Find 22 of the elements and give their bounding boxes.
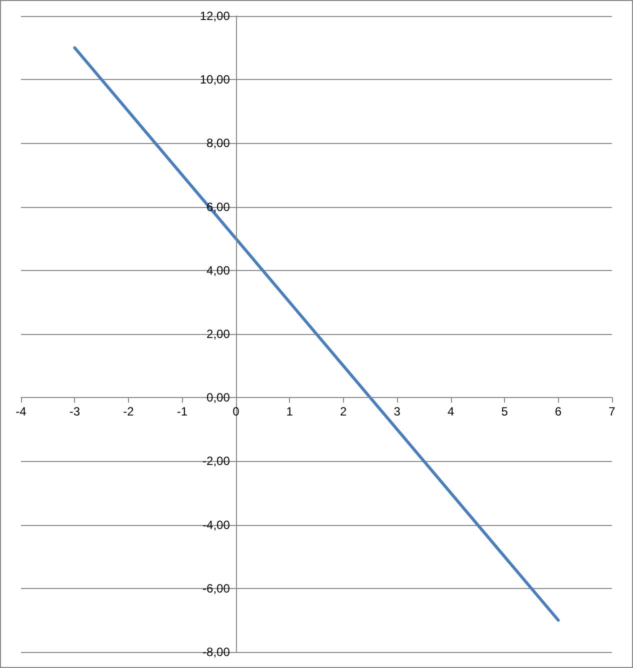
x-tick-label: 4 <box>447 404 454 419</box>
x-tick-label: 7 <box>608 404 616 419</box>
y-tick-label: -2,00 <box>202 454 230 468</box>
y-tick-label: 10,00 <box>200 72 230 87</box>
x-tick-label: -1 <box>176 404 188 419</box>
x-tick-label: -2 <box>123 404 134 419</box>
y-tick-label: 8,00 <box>206 136 230 150</box>
x-tick-label: 1 <box>286 404 294 419</box>
x-tick-label: 3 <box>394 404 401 419</box>
x-tick-label: 2 <box>340 404 348 419</box>
y-tick-label: 4,00 <box>206 263 230 278</box>
y-tick-label: 0,00 <box>206 390 230 405</box>
x-tick-label: 5 <box>501 404 508 419</box>
x-tick-label: 6 <box>554 404 562 419</box>
y-tick-label: -4,00 <box>202 518 230 532</box>
y-tick-label: -8,00 <box>202 645 230 659</box>
x-tick-label: -3 <box>69 404 80 419</box>
y-tick-label: 12,00 <box>200 9 230 23</box>
x-tick-label: -4 <box>16 404 27 419</box>
y-tick-label: -6,00 <box>202 581 230 596</box>
x-tick-label: 0 <box>232 404 240 419</box>
y-tick-label: 2,00 <box>206 327 230 341</box>
